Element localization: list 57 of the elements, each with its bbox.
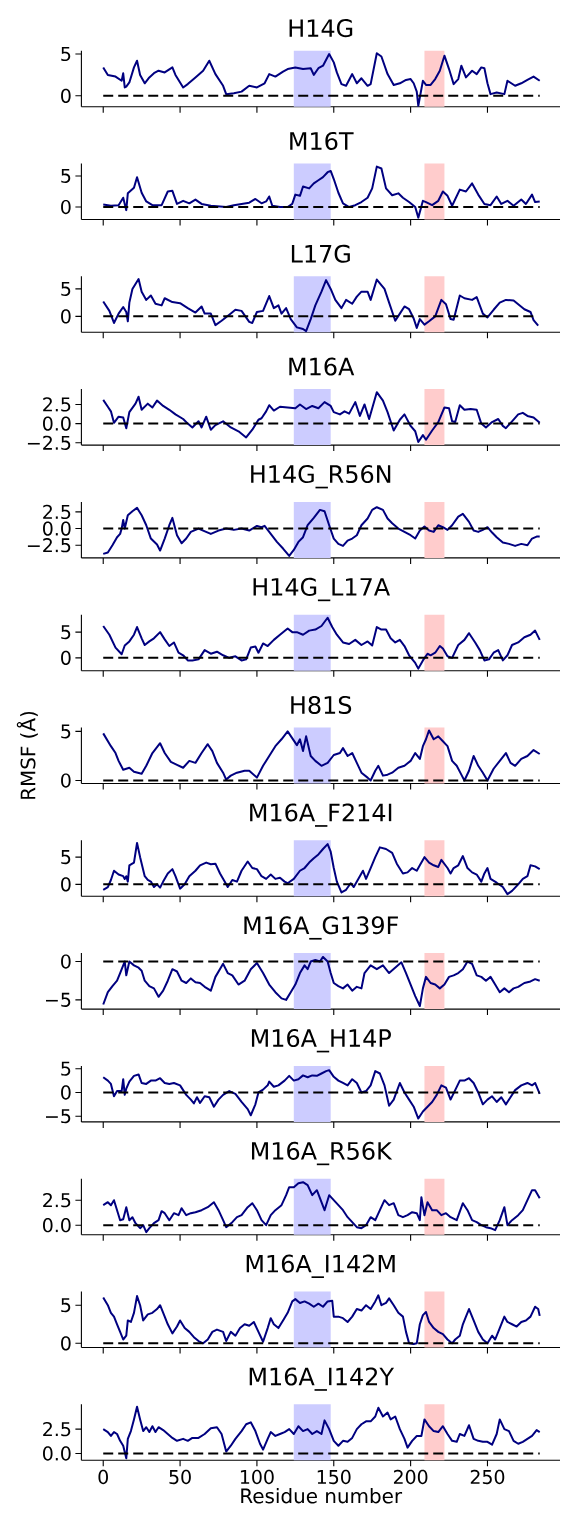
y-tick-label: 5 (61, 281, 71, 296)
line-series (102, 278, 540, 333)
line-series (102, 506, 541, 557)
chart-title: H14G_L17A (253, 577, 390, 602)
y-tick-label: 0.0 (43, 1446, 71, 1461)
chart-title: M16A_R56K (252, 1141, 393, 1166)
chart-title: L17G (291, 244, 350, 263)
y-tick-label: 0 (61, 877, 71, 892)
x-tick-label: 50 (169, 1469, 191, 1485)
y-tick-label: 0 (61, 1336, 71, 1351)
x-tick-label: 100 (240, 1469, 274, 1485)
y-axis-title: RMSF (Å) (16, 711, 38, 799)
y-tick-label: 0 (61, 199, 71, 215)
line-series (102, 391, 541, 444)
y-tick-label: 0.0 (43, 521, 71, 536)
y-tick-label: −2.5 (27, 538, 71, 553)
chart-title: M16A_G139F (244, 916, 398, 940)
chart-title: H81S (291, 695, 352, 714)
y-tick-label: 0 (61, 650, 71, 665)
y-tick-label: 0 (61, 309, 71, 324)
x-axis-title: Residue number (241, 1487, 403, 1504)
line-series (102, 165, 541, 219)
x-tick-label: 150 (317, 1469, 351, 1485)
y-tick-label: 0 (61, 773, 71, 788)
y-tick-label: 5 (61, 46, 71, 62)
line-series (102, 616, 541, 670)
y-tick-label: 2.5 (43, 1421, 71, 1437)
y-tick-label: 5 (61, 168, 71, 183)
y-tick-label: 5 (61, 724, 71, 739)
x-tick-label: 200 (393, 1469, 428, 1485)
y-tick-label: 2.5 (43, 1193, 71, 1208)
chart-title: M16A (289, 357, 355, 376)
chart-title: H14G_R56N (251, 465, 391, 489)
y-tick-label: −2.5 (27, 435, 71, 450)
y-tick-label: 0.0 (43, 1218, 71, 1233)
x-tick-label: 0 (98, 1469, 108, 1485)
line-series (102, 1405, 541, 1460)
y-tick-label: 5 (61, 850, 71, 865)
y-tick-label: 0.0 (43, 416, 71, 431)
chart-title: H14G (289, 19, 353, 38)
chart-title: M16A_I142M (246, 1254, 395, 1278)
line-series (102, 1294, 541, 1346)
chart-title: M16A_F214I (250, 803, 392, 827)
y-tick-label: 2.5 (43, 397, 71, 412)
x-tick-label: 250 (470, 1469, 505, 1485)
y-tick-label: −5 (45, 1109, 71, 1124)
chart-title: M16A_I142Y (249, 1367, 395, 1391)
chart-title: M16T (290, 131, 354, 150)
y-tick-label: 0 (61, 954, 71, 969)
y-tick-label: 2.5 (43, 504, 71, 520)
y-tick-label: 5 (61, 1061, 71, 1076)
y-tick-label: 0 (61, 88, 71, 103)
y-tick-label: 5 (61, 1298, 71, 1313)
chart-title: M16A_H14P (251, 1029, 391, 1053)
y-tick-label: −5 (45, 992, 71, 1007)
y-tick-label: 5 (61, 625, 71, 640)
y-tick-label: 0 (61, 1085, 71, 1100)
